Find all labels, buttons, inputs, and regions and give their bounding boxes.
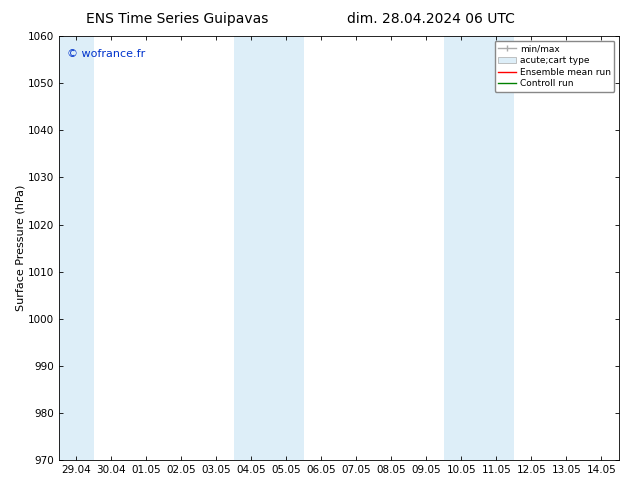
Bar [59, 36, 94, 460]
Y-axis label: Surface Pressure (hPa): Surface Pressure (hPa) [15, 185, 25, 311]
Text: ENS Time Series Guipavas: ENS Time Series Guipavas [86, 12, 269, 26]
Bar [234, 36, 304, 460]
Text: © wofrance.fr: © wofrance.fr [67, 49, 146, 59]
Text: dim. 28.04.2024 06 UTC: dim. 28.04.2024 06 UTC [347, 12, 515, 26]
Legend: min/max, acute;cart type, Ensemble mean run, Controll run: min/max, acute;cart type, Ensemble mean … [495, 41, 614, 92]
Bar [444, 36, 514, 460]
